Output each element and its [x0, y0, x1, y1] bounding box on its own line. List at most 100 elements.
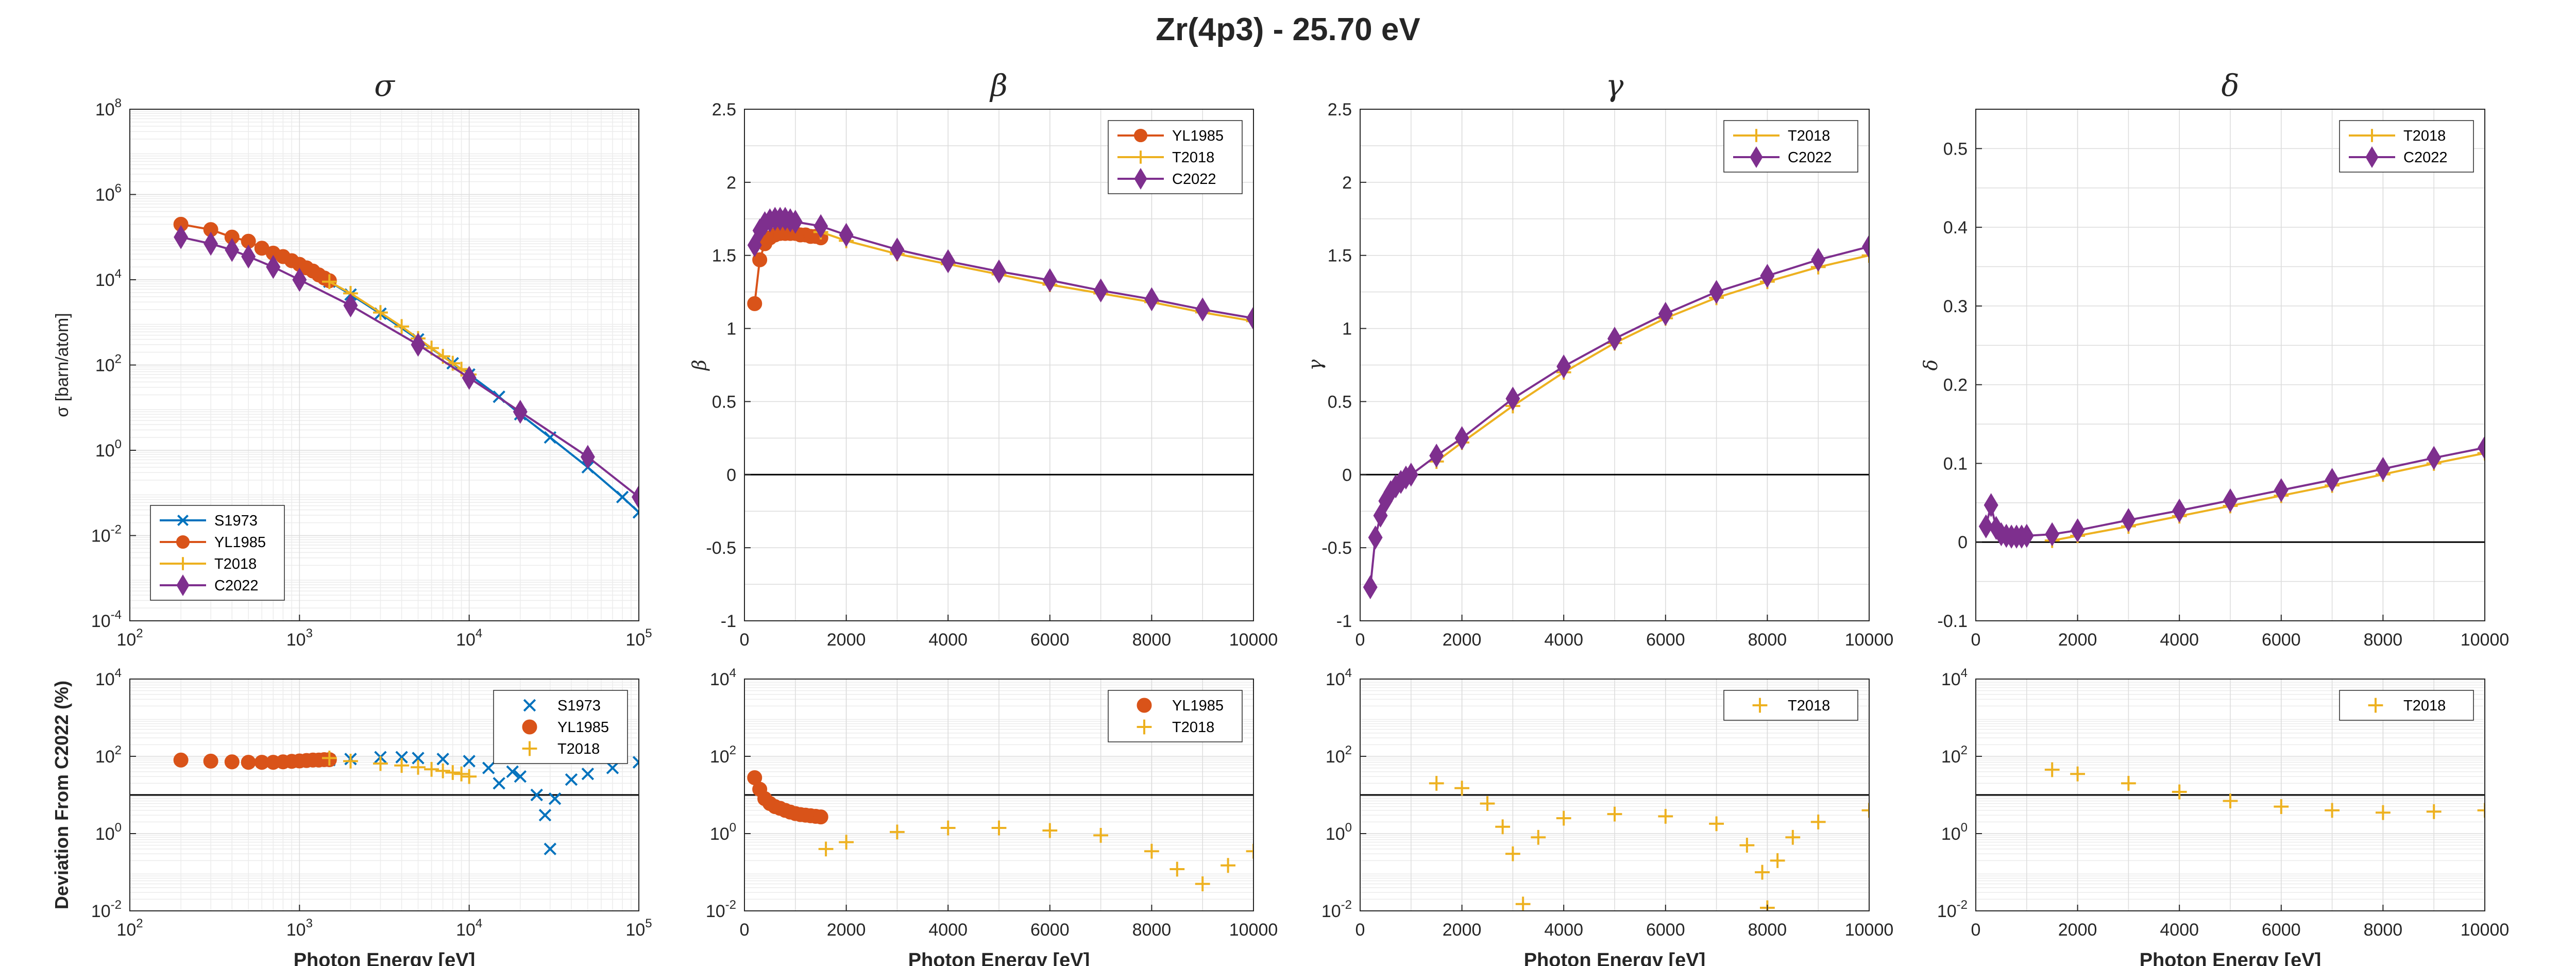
- x-tick-label: 6000: [1646, 920, 1685, 940]
- point-T2018: [1861, 248, 1869, 263]
- y-tick-label-base: 10: [95, 824, 115, 844]
- x-tick-label: 103: [286, 626, 313, 650]
- legend: S1973 YL1985 T2018 C2022: [150, 505, 285, 601]
- point-YL1985: [203, 753, 218, 769]
- y-tick-label: 108: [95, 96, 122, 120]
- legend-label-T2018: T2018: [1172, 719, 1214, 736]
- point-C2022: [1862, 234, 1869, 259]
- y-tick-label: 0: [726, 465, 736, 485]
- legend-label-S1973: S1973: [557, 698, 601, 714]
- point-T2018: [462, 769, 477, 784]
- x-tick-label: 102: [116, 917, 143, 940]
- point-S1973: [616, 490, 629, 503]
- series-T2018: [818, 820, 1253, 891]
- point-C2022: [2070, 518, 2085, 543]
- x-tick-label: 10000: [1845, 630, 1894, 650]
- point-S1973: [548, 792, 562, 805]
- grid: [744, 109, 1254, 621]
- x-tick-label: 2000: [2058, 630, 2097, 650]
- point-S1973: [436, 753, 449, 766]
- y-tick-label-exp: 4: [1961, 666, 1968, 680]
- y-tick-label: 102: [1941, 743, 1968, 767]
- y-tick-label: 0.5: [712, 392, 736, 412]
- y-tick-label-base: 10: [95, 670, 115, 689]
- y-tick-label-base: 10: [1941, 824, 1961, 844]
- point-C2022: [1246, 306, 1253, 331]
- x-tick-label: 6000: [1646, 630, 1685, 650]
- y-tick-label: -1: [721, 612, 736, 631]
- y-tick-label-base: 10: [95, 185, 115, 205]
- y-tick-label: -0.1: [1937, 612, 1968, 631]
- point-T2018: [940, 820, 956, 836]
- point-C2022: [1984, 493, 1998, 517]
- series-layer: [1978, 435, 2485, 549]
- point-YL1985: [747, 296, 762, 311]
- x-tick-label: 2000: [827, 920, 866, 940]
- point-T2018: [394, 319, 410, 334]
- point-T2018: [1093, 828, 1108, 843]
- y-tick-label-exp: 4: [115, 666, 122, 680]
- y-tick-label: 0: [1342, 465, 1352, 485]
- x-tick-label: 10000: [1229, 920, 1278, 940]
- x-tick-label-base: 10: [625, 630, 645, 650]
- y-tick-label-base: 10: [1326, 747, 1345, 767]
- x-tick-label: 10000: [1229, 630, 1278, 650]
- point-C2022: [1373, 503, 1388, 528]
- y-tick-label-base: 10: [95, 441, 115, 461]
- x-tick-label: 103: [286, 917, 313, 940]
- x-tick-label: 10000: [2461, 920, 2510, 940]
- y-tick-label-exp: 4: [730, 666, 736, 680]
- x-tick-label-exp: 2: [136, 626, 143, 640]
- legend: T2018: [1723, 690, 1858, 721]
- legend-box: [1108, 690, 1243, 742]
- point-C2022: [1978, 514, 1993, 538]
- point-T2018: [2426, 804, 2442, 819]
- legend-marker-S1973: [177, 514, 189, 527]
- point-C2022: [2376, 456, 2391, 481]
- y-tick-label-exp: 2: [1345, 743, 1352, 757]
- point-C2022: [2274, 478, 2289, 502]
- point-S1973: [412, 752, 425, 765]
- legend-box: [2339, 120, 2474, 173]
- y-tick-label: 0.3: [1943, 297, 1968, 316]
- panel-title: β: [989, 68, 1008, 103]
- point-T2018: [1770, 853, 1785, 868]
- legend-label-C2022: C2022: [214, 578, 258, 594]
- point-C2022: [1811, 247, 1826, 272]
- legend-label-C2022: C2022: [2403, 149, 2447, 166]
- point-C2022: [580, 445, 595, 469]
- point-T2018: [1170, 861, 1185, 877]
- series-line-T2018: [2052, 452, 2485, 542]
- point-T2018: [1195, 876, 1210, 891]
- point-C2022: [1429, 444, 1444, 468]
- y-tick-label-exp: 2: [1961, 743, 1968, 757]
- legend-label-S1973: S1973: [214, 513, 258, 529]
- legend-marker-T2018: [1137, 719, 1152, 735]
- legend-entry-S1973: S1973: [523, 698, 601, 714]
- series-layer: [2044, 762, 2485, 820]
- point-C2022: [1454, 426, 1469, 450]
- tick-labels: 0 2000 4000 6000 8000 10000 -1 -0.5 0 0.5 1 1.5 2 2.5: [1321, 100, 1893, 650]
- y-tick-label: 0.2: [1943, 376, 1968, 395]
- y-tick-label-exp: 0: [730, 821, 736, 835]
- x-tick-label: 10000: [1845, 920, 1894, 940]
- y-tick-label: 10-2: [91, 523, 122, 546]
- legend: S1973 YL1985 T2018: [493, 690, 628, 764]
- point-C2022: [2045, 522, 2060, 547]
- legend-marker-YL1985: [176, 535, 190, 549]
- point-T2018: [1144, 843, 1159, 859]
- x-tick-label: 0: [1971, 920, 1981, 940]
- legend-label-T2018: T2018: [2403, 698, 2446, 714]
- series-layer: [173, 216, 639, 519]
- x-tick-label: 0: [740, 920, 750, 940]
- y-tick-label: 104: [95, 267, 122, 290]
- point-T2018: [445, 765, 461, 780]
- point-S1973: [463, 755, 476, 768]
- point-S1973: [493, 777, 505, 790]
- point-T2018: [394, 758, 410, 773]
- y-tick-label: 10-2: [1321, 898, 1352, 921]
- point-YL1985: [813, 809, 828, 825]
